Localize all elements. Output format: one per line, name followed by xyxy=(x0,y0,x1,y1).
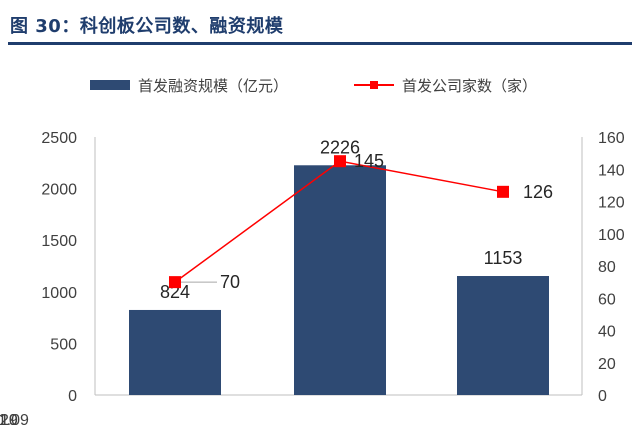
left-tick-label: 2500 xyxy=(41,130,77,147)
legend-bar-swatch xyxy=(90,80,130,90)
x-tick-label: 2021.09 xyxy=(0,412,29,429)
left-tick-label: 1500 xyxy=(41,233,77,250)
line-data-label: 126 xyxy=(523,182,553,202)
legend: 首发融资规模（亿元） 首发公司家数（家） xyxy=(90,77,537,95)
x-axis-ticks: 2019 2020 2021.09 xyxy=(0,412,29,429)
right-tick-label: 160 xyxy=(598,130,625,147)
bar-series xyxy=(129,165,549,395)
right-tick-label: 40 xyxy=(598,324,616,341)
right-tick-label: 20 xyxy=(598,356,616,373)
line-marker-2021-09 xyxy=(497,185,509,198)
x-tick-label: 2020 xyxy=(0,412,18,429)
right-tick-label: 80 xyxy=(598,259,616,276)
title-divider xyxy=(8,42,632,45)
bar-2019 xyxy=(129,309,221,395)
bar-data-label: 824 xyxy=(160,282,190,302)
figure-title: 图 30：科创板公司数、融资规模 xyxy=(10,16,284,37)
left-tick-label: 1000 xyxy=(41,285,77,302)
bar-data-label: 1153 xyxy=(484,248,523,268)
left-tick-label: 0 xyxy=(68,388,77,405)
left-axis-ticks: 0 500 1000 1500 2000 2500 xyxy=(41,130,77,405)
legend-line-marker xyxy=(370,81,378,89)
legend-bar-label: 首发融资规模（亿元） xyxy=(138,77,288,95)
bar-2021-09 xyxy=(457,276,549,395)
left-tick-label: 500 xyxy=(50,336,77,353)
right-tick-label: 120 xyxy=(598,195,625,212)
bar-2020 xyxy=(294,165,386,395)
right-tick-label: 0 xyxy=(598,388,607,405)
line-data-labels: 70 145 126 xyxy=(220,151,553,292)
x-tick-label: 2019 xyxy=(0,412,18,429)
line-marker-2019 xyxy=(169,276,181,289)
bar-data-labels: 824 2226 1153 xyxy=(160,137,522,302)
legend-line-label: 首发公司家数（家） xyxy=(402,77,537,95)
right-axis-ticks: 0 20 40 60 80 100 120 140 160 xyxy=(598,130,625,405)
bar-data-label: 2226 xyxy=(320,137,360,157)
right-tick-label: 60 xyxy=(598,291,616,308)
line-marker-2020 xyxy=(334,155,346,168)
right-tick-label: 140 xyxy=(598,162,625,179)
line-data-label: 145 xyxy=(354,151,384,171)
left-tick-label: 2000 xyxy=(41,182,77,199)
right-tick-label: 100 xyxy=(598,227,625,244)
line-series xyxy=(169,155,509,289)
line-data-label: 70 xyxy=(220,272,240,292)
